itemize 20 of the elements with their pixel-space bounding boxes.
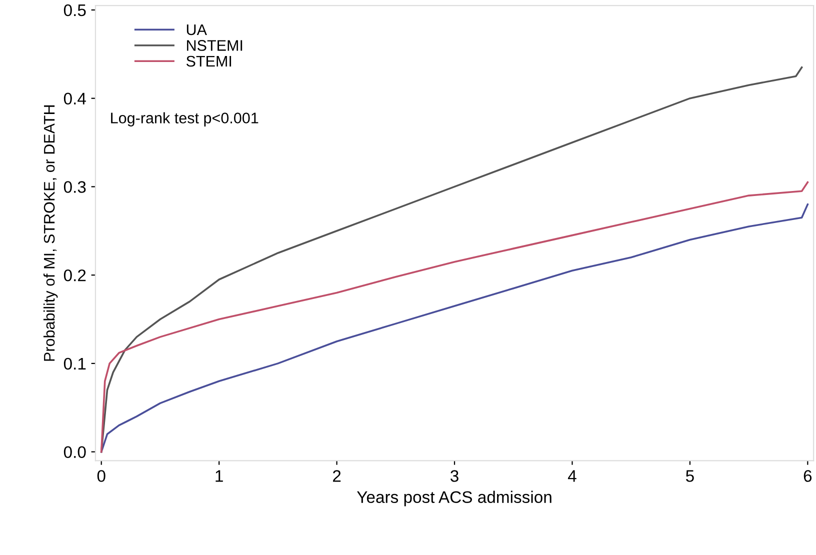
y-tick-label: 0.4 bbox=[64, 92, 86, 105]
x-tick-label: 6 bbox=[804, 470, 812, 482]
y-tick-label: 0.1 bbox=[64, 358, 86, 370]
line-series bbox=[100, 66, 803, 453]
y-tick-label: 0.3 bbox=[64, 181, 86, 193]
legend-label: STEMI bbox=[186, 56, 232, 67]
x-axis-title: Years post ACS admission bbox=[356, 490, 552, 506]
x-tick-label: 0 bbox=[97, 470, 106, 482]
x-tick-label: 1 bbox=[216, 470, 223, 482]
annotation: Log-rank test p<0.001 bbox=[111, 112, 258, 126]
y-tick-label: 0.2 bbox=[64, 269, 86, 282]
legend-label: UA bbox=[186, 24, 207, 36]
legend-label: NSTEMI bbox=[187, 40, 242, 51]
x-tick-label: 4 bbox=[568, 470, 576, 482]
y-axis-title: Probability of MI, STROKE, or DEATH bbox=[43, 105, 58, 361]
y-tick-label: 0.0 bbox=[64, 446, 86, 458]
x-tick-label: 2 bbox=[333, 470, 341, 482]
y-tick-label: 0.5 bbox=[64, 4, 86, 16]
x-tick-label: 3 bbox=[450, 470, 458, 482]
x-tick-label: 5 bbox=[686, 470, 694, 482]
